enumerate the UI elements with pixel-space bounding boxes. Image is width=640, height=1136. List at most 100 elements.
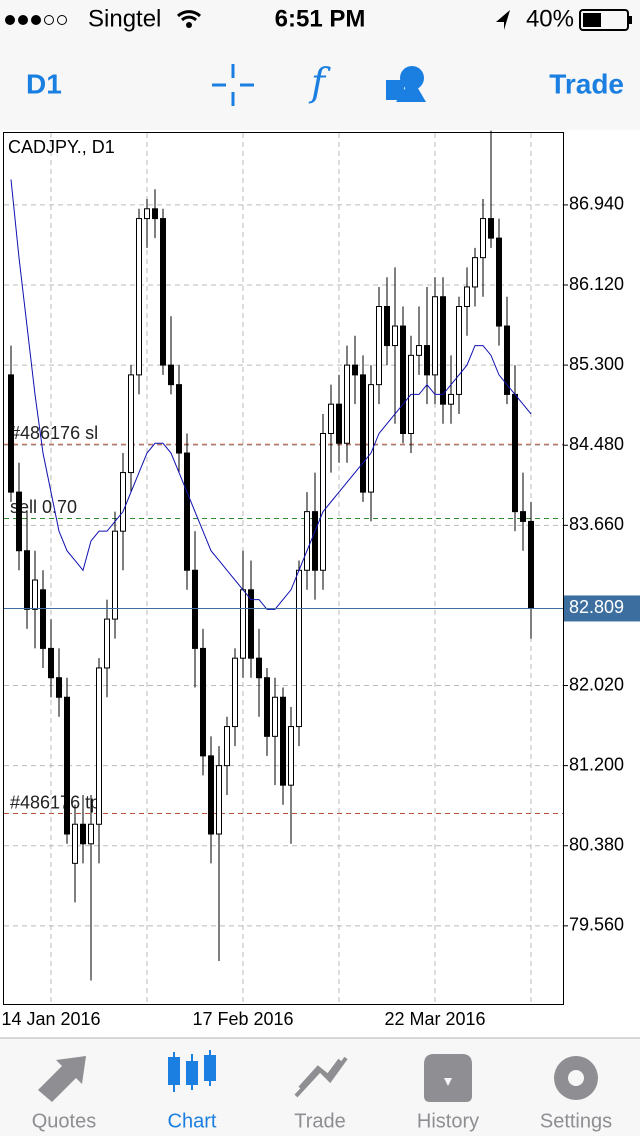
tab-label[interactable]: History	[417, 1110, 479, 1132]
candle-body	[512, 393, 518, 513]
candle-body	[152, 208, 158, 220]
moving-average	[10, 179, 532, 610]
wifi-icon	[176, 10, 202, 22]
y-tick-label: 84.480	[569, 434, 624, 454]
y-tick-label: 81.200	[569, 754, 624, 774]
current-price-label: 82.809	[569, 597, 624, 617]
candle-body	[120, 472, 126, 532]
candle-body	[168, 364, 174, 386]
candle-body	[432, 296, 438, 376]
candle-body	[224, 726, 230, 767]
candle-body	[496, 237, 502, 327]
candle-body	[392, 325, 398, 347]
candle-body	[264, 677, 270, 737]
candle-body	[456, 305, 462, 395]
candle-body	[24, 550, 30, 610]
candle-body	[136, 218, 142, 376]
candle-body	[520, 511, 526, 522]
candle-body	[472, 257, 478, 288]
candle-body	[96, 667, 102, 825]
candle-body	[40, 589, 46, 649]
battery-tip	[629, 16, 632, 24]
tab-label[interactable]: Quotes	[32, 1110, 96, 1132]
candle-body	[72, 823, 78, 864]
candle-body	[328, 403, 334, 434]
candle-body	[480, 218, 486, 259]
candle-body	[216, 765, 222, 835]
candle-body	[48, 647, 54, 679]
candle-body	[200, 647, 206, 757]
y-tick-label: 86.120	[569, 274, 624, 294]
candle-body	[112, 530, 118, 620]
candle-body	[128, 374, 134, 474]
y-tick-label: 86.940	[569, 194, 624, 214]
timeframe-button[interactable]: D1	[26, 68, 62, 99]
y-tick-label: 83.660	[569, 514, 624, 534]
objects-button[interactable]	[386, 66, 426, 102]
candle-body	[384, 305, 390, 347]
candle-body	[80, 823, 86, 845]
location-icon	[496, 10, 510, 30]
x-tick-label: 22 Mar 2016	[384, 1009, 485, 1029]
candle-body	[304, 511, 310, 571]
candle-body	[144, 208, 150, 220]
candle-body	[88, 823, 94, 845]
battery-level	[583, 13, 601, 27]
tab-label[interactable]: Trade	[294, 1110, 346, 1132]
candle-body	[64, 696, 70, 835]
candle-body	[368, 384, 374, 493]
candle-body	[448, 393, 454, 405]
candle-body	[360, 374, 366, 493]
chart-frame	[3, 132, 564, 1005]
candle-body	[416, 345, 422, 356]
tab-label[interactable]: Settings	[540, 1110, 612, 1132]
candle-body	[312, 511, 318, 571]
x-tick-label: 17 Feb 2016	[192, 1009, 293, 1029]
wifi-dot	[186, 22, 192, 28]
clock: 6:51 PM	[275, 5, 366, 32]
battery-icon	[579, 9, 629, 31]
tabs: Quotes Chart Trade History Settings	[32, 1110, 612, 1132]
y-tick-label: 79.560	[569, 915, 624, 935]
current-price-box	[564, 595, 640, 622]
candle-body	[344, 364, 350, 444]
order-label: #486176 sl	[10, 423, 98, 443]
chart-title: CADJPY., D1	[8, 137, 115, 157]
candle-body	[232, 657, 238, 728]
carrier: Singtel	[88, 5, 161, 32]
candle-body	[32, 579, 38, 610]
candle-body	[440, 296, 446, 405]
candle-body	[192, 569, 198, 649]
candle-body	[320, 432, 326, 571]
candle-body	[56, 677, 62, 698]
tab-label[interactable]: Chart	[168, 1110, 217, 1132]
tab-icons	[38, 1050, 598, 1102]
candle-body	[464, 286, 470, 307]
candle-body	[296, 569, 302, 728]
candle-body	[248, 589, 254, 659]
candle-body	[184, 452, 190, 571]
candle-body	[400, 325, 406, 434]
tab-bar	[0, 1038, 640, 1136]
candle-body	[288, 726, 294, 786]
candle-body	[8, 374, 14, 493]
candle-body	[528, 520, 534, 609]
candle-body	[488, 218, 494, 239]
chart: 14 Jan 2016 17 Feb 2016 22 Mar 2016 86.940 8…	[1, 130, 640, 1029]
order-label: #486176 tp	[10, 792, 100, 812]
header-bg	[0, 0, 640, 130]
candle-body	[256, 657, 262, 679]
candle-body	[160, 218, 166, 366]
trade-button[interactable]: Trade	[549, 68, 624, 99]
crosshair-button[interactable]	[212, 64, 254, 106]
signal	[5, 15, 67, 25]
candle-body	[376, 305, 382, 386]
candle-body	[352, 364, 358, 376]
candle-body	[176, 384, 182, 454]
candle-body	[272, 696, 278, 737]
candle-body	[280, 696, 286, 786]
candle-body	[208, 755, 214, 835]
candle-body	[504, 325, 510, 395]
